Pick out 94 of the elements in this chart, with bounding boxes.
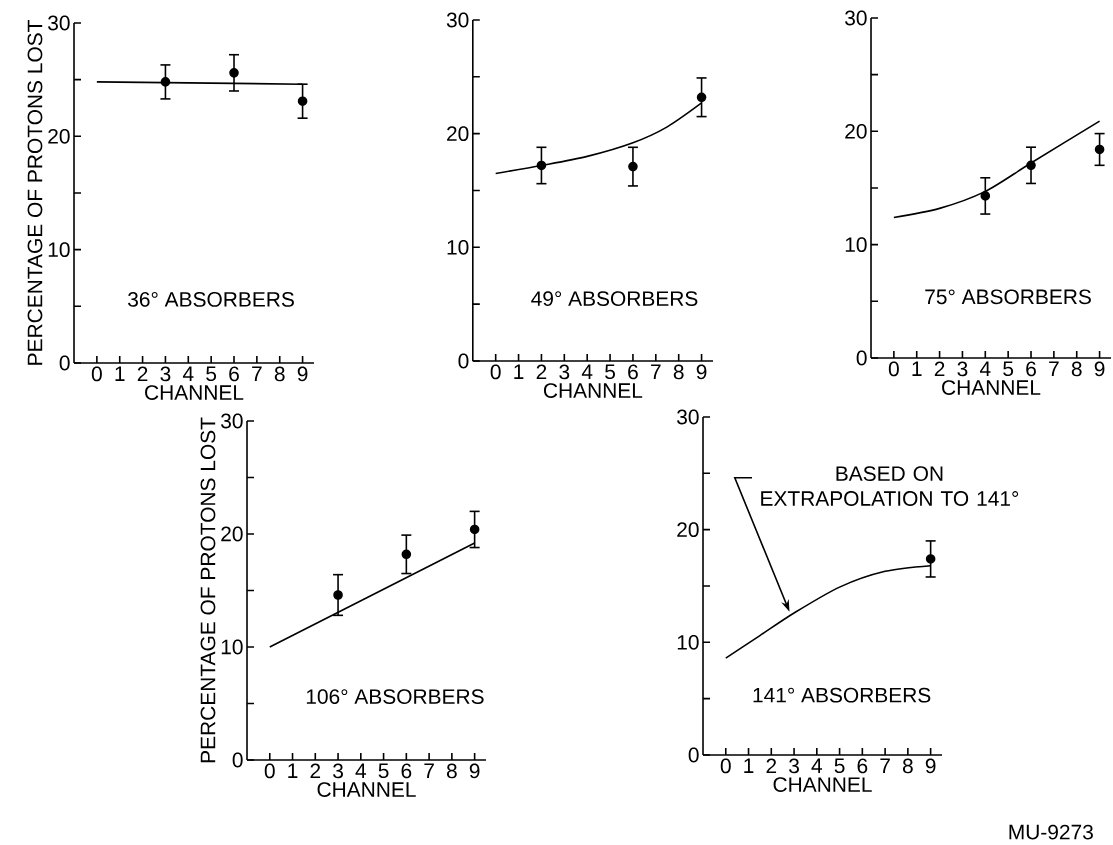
y-tick-label: 0 xyxy=(856,350,867,366)
annotation: 141° ABSORBERS xyxy=(753,687,931,703)
text: MU-9273 xyxy=(1009,824,1093,840)
x-tick-label: 3 xyxy=(789,758,799,774)
x-axis-title: CHANNEL xyxy=(543,383,643,398)
x-axis-title: CHANNEL xyxy=(942,380,1041,395)
x-tick-label: 2 xyxy=(310,763,321,779)
x-tick-label: 3 xyxy=(160,366,171,382)
point xyxy=(628,161,638,172)
x-tick-label: 1 xyxy=(912,361,922,376)
x-tick-label: 3 xyxy=(559,364,570,380)
point xyxy=(333,590,343,600)
x-tick-label: 2 xyxy=(766,758,777,774)
x-tick-label: 2 xyxy=(536,364,547,380)
x-tick-label: 5 xyxy=(1003,361,1014,377)
x-tick-label: 3 xyxy=(333,763,343,779)
x-tick-label: 9 xyxy=(297,366,308,382)
y-tick-label: 30 xyxy=(845,10,867,26)
x-tick-label: 6 xyxy=(229,366,239,382)
y-tick-label: 20 xyxy=(447,126,469,142)
x-tick-label: 9 xyxy=(696,364,707,380)
x-tick-label: 0 xyxy=(91,366,102,382)
x-tick-label: 7 xyxy=(424,763,434,778)
x-tick-label: 4 xyxy=(979,361,991,376)
y-tick-label: 20 xyxy=(48,128,70,144)
x-tick-label: 1 xyxy=(514,364,524,379)
x-tick-label: 1 xyxy=(744,758,754,773)
x-tick-label: 0 xyxy=(264,763,275,779)
x-tick-label: 2 xyxy=(934,361,945,377)
point xyxy=(980,191,991,201)
x-tick-label: 4 xyxy=(355,763,367,778)
x-tick-label: 8 xyxy=(1071,361,1082,377)
point xyxy=(536,160,547,171)
x-axis-title: CHANNEL xyxy=(773,777,872,792)
x-tick-label: 4 xyxy=(811,758,823,773)
annotation: BASED ON EXTRAPOLATION TO 141° xyxy=(761,466,1019,506)
point xyxy=(1094,144,1105,155)
x-tick-label: 3 xyxy=(957,361,968,377)
x-tick-label: 7 xyxy=(252,366,262,381)
point xyxy=(469,524,480,535)
point xyxy=(297,96,308,106)
x-tick-label: 8 xyxy=(902,758,913,774)
y-tick-label: 20 xyxy=(845,123,867,139)
x-tick-label: 9 xyxy=(925,758,936,774)
line-series xyxy=(893,120,1101,219)
point xyxy=(229,68,239,78)
y-tick-label: 10 xyxy=(48,242,70,258)
y-tick-label: 30 xyxy=(221,413,243,429)
x-tick-label: 6 xyxy=(401,763,412,779)
x-tick-label: 5 xyxy=(605,364,615,380)
y-axis-title: PERCENTAGE OF PROTONS LOST xyxy=(27,20,43,365)
x-tick-label: 0 xyxy=(888,361,899,377)
y-tick-label: 10 xyxy=(677,634,699,650)
x-tick-label: 0 xyxy=(720,758,731,774)
x-tick-label: 8 xyxy=(446,763,457,779)
x-tick-label: 6 xyxy=(628,364,638,380)
point xyxy=(696,92,707,103)
x-tick-label: 9 xyxy=(469,763,480,779)
y-tick-label: 10 xyxy=(447,239,469,255)
x-tick-label: 0 xyxy=(490,364,501,380)
x-tick-label: 6 xyxy=(857,758,868,774)
annotation: 75° ABSORBERS xyxy=(925,289,1091,305)
x-tick-label: 4 xyxy=(182,366,194,381)
point xyxy=(1026,160,1036,171)
y-tick-label: 30 xyxy=(48,15,70,31)
x-tick-label: 5 xyxy=(834,758,845,774)
y-axis-title: PERCENTAGE OF PROTONS LOST xyxy=(200,417,216,763)
annotation: 49° ABSORBERS xyxy=(531,291,698,306)
x-tick-label: 1 xyxy=(115,366,125,381)
x-tick-label: 7 xyxy=(651,364,661,379)
x-tick-label: 7 xyxy=(880,758,890,773)
y-tick-label: 10 xyxy=(221,639,243,655)
x-tick-label: 7 xyxy=(1049,361,1059,376)
y-tick-label: 20 xyxy=(677,522,699,538)
x-tick-label: 1 xyxy=(288,763,298,778)
x-axis-title: CHANNEL xyxy=(145,385,244,400)
annotation: 36° ABSORBERS xyxy=(128,292,294,307)
point xyxy=(160,77,171,87)
annotation: 106° ABSORBERS xyxy=(306,689,484,704)
x-tick-label: 5 xyxy=(206,366,217,382)
x-tick-label: 5 xyxy=(378,763,389,779)
x-tick-label: 2 xyxy=(137,366,148,382)
point xyxy=(401,549,412,560)
x-tick-label: 8 xyxy=(274,366,285,382)
y-tick-label: 30 xyxy=(677,409,699,425)
x-tick-label: 8 xyxy=(673,364,684,380)
x-tick-label: 9 xyxy=(1094,361,1105,377)
x-tick-label: 4 xyxy=(581,364,593,379)
x-tick-label: 6 xyxy=(1026,361,1036,377)
y-tick-label: 10 xyxy=(845,237,867,253)
y-tick-label: 20 xyxy=(221,526,243,542)
y-tick-label: 30 xyxy=(446,12,469,28)
x-axis-title: CHANNEL xyxy=(317,782,416,797)
y-tick-label: 0 xyxy=(688,747,699,763)
